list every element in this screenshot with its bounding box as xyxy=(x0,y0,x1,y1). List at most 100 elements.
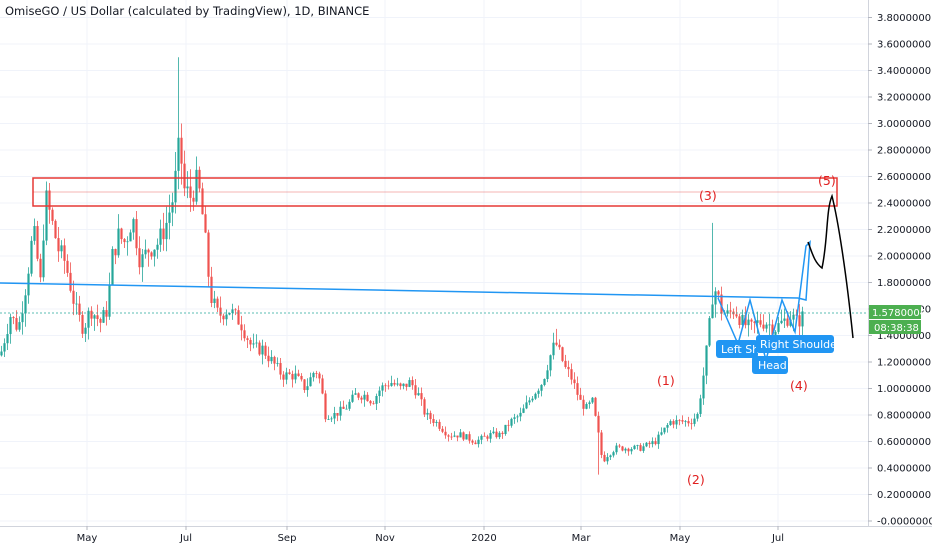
candle-body xyxy=(318,373,321,379)
left-shoulder-label[interactable]: Left Sh xyxy=(716,340,759,358)
candle xyxy=(153,249,156,267)
candle xyxy=(516,414,519,423)
candle-body xyxy=(612,452,615,456)
candle-body xyxy=(288,372,291,374)
y-tick-label: 3.8000000 xyxy=(877,13,931,24)
candle xyxy=(192,190,195,211)
candle-body xyxy=(243,330,246,339)
candle-body xyxy=(696,413,699,419)
candle-body xyxy=(297,373,300,376)
candle-body xyxy=(27,273,30,296)
candle xyxy=(225,309,228,326)
last-price-badge[interactable]: 1.5780004 xyxy=(869,305,926,319)
candle xyxy=(642,443,645,453)
candle-body xyxy=(396,383,399,385)
candle-body xyxy=(351,394,354,402)
candle-body xyxy=(51,209,54,221)
candle-body xyxy=(120,228,123,240)
candle-body xyxy=(471,440,474,443)
candle-body xyxy=(228,312,231,315)
candle xyxy=(324,390,327,423)
candle xyxy=(3,338,6,358)
candle-body xyxy=(726,310,729,314)
candle-body xyxy=(375,396,378,404)
candle-body xyxy=(630,449,633,452)
candle xyxy=(561,346,564,363)
candle-body xyxy=(435,421,438,423)
candle-body xyxy=(681,420,684,422)
candle xyxy=(633,444,636,450)
wave-label-1[interactable]: (1) xyxy=(657,373,675,388)
neckline-trendline[interactable] xyxy=(0,282,799,299)
candle-body xyxy=(342,406,345,409)
candle xyxy=(12,316,15,325)
candle xyxy=(180,123,183,185)
head-shoulders-pattern-line[interactable] xyxy=(717,240,811,363)
candle xyxy=(717,290,720,299)
candle xyxy=(699,394,702,418)
candle-body xyxy=(303,379,306,391)
wave-label-2[interactable]: (2) xyxy=(687,472,705,487)
candle xyxy=(135,211,138,256)
candle-body xyxy=(105,310,108,317)
wave-label-3[interactable]: (3) xyxy=(699,188,717,203)
candle-body xyxy=(141,254,144,268)
candle-body xyxy=(99,318,102,323)
candle-body xyxy=(441,428,444,432)
candle-body xyxy=(9,317,12,335)
right-shoulder-label-bg xyxy=(756,335,834,353)
candle-body xyxy=(606,457,609,462)
candle xyxy=(348,399,351,411)
candle xyxy=(591,397,594,404)
candle-body xyxy=(570,369,573,380)
candle xyxy=(174,152,177,214)
candle xyxy=(75,291,78,315)
head-label[interactable]: Head xyxy=(752,356,788,374)
right-shoulder-label[interactable]: Right Shoulder xyxy=(756,335,842,353)
time-axis[interactable]: May Jul Sep Nov 2020 Mar May Jul xyxy=(0,526,932,544)
countdown-badge[interactable]: 08:38:38 xyxy=(869,320,921,334)
candle xyxy=(234,308,237,316)
y-tick-label: 0.2000000 xyxy=(877,490,931,501)
candle-body xyxy=(66,260,69,273)
candle-body xyxy=(528,400,531,403)
wave-label-5[interactable]: (5) xyxy=(818,173,836,188)
candle xyxy=(537,388,540,398)
wave-label-4[interactable]: (4) xyxy=(790,378,808,393)
candle-body xyxy=(90,310,93,319)
candle-body xyxy=(762,324,765,329)
candle xyxy=(51,207,54,225)
candle-body xyxy=(258,342,261,355)
candle-body xyxy=(378,390,381,397)
candle xyxy=(588,400,591,409)
candle xyxy=(492,427,495,435)
y-tick-label: 1.8000000 xyxy=(877,278,931,289)
candle xyxy=(453,431,456,438)
candle xyxy=(327,415,330,421)
candle xyxy=(60,240,63,259)
x-tick-label: Nov xyxy=(375,533,395,544)
candle-body xyxy=(483,435,486,437)
candle-body xyxy=(648,442,651,445)
y-tick-label: 3.0000000 xyxy=(877,119,931,130)
candle xyxy=(510,417,513,428)
candle-body xyxy=(135,219,138,249)
candle-body xyxy=(234,309,237,311)
candle xyxy=(66,254,69,277)
candle-body xyxy=(504,424,507,435)
candle xyxy=(636,444,639,450)
projection-path[interactable] xyxy=(807,193,854,339)
candle-body xyxy=(627,448,630,452)
candle-body xyxy=(792,314,795,320)
candle xyxy=(750,318,753,330)
candle xyxy=(783,308,786,329)
candle xyxy=(297,369,300,377)
candle xyxy=(285,367,288,385)
candle-body xyxy=(420,393,423,400)
candle xyxy=(738,313,741,329)
candle-body xyxy=(309,377,312,387)
candle-body xyxy=(273,356,276,364)
head-label-text: Head xyxy=(758,359,787,372)
candle-body xyxy=(201,188,204,215)
